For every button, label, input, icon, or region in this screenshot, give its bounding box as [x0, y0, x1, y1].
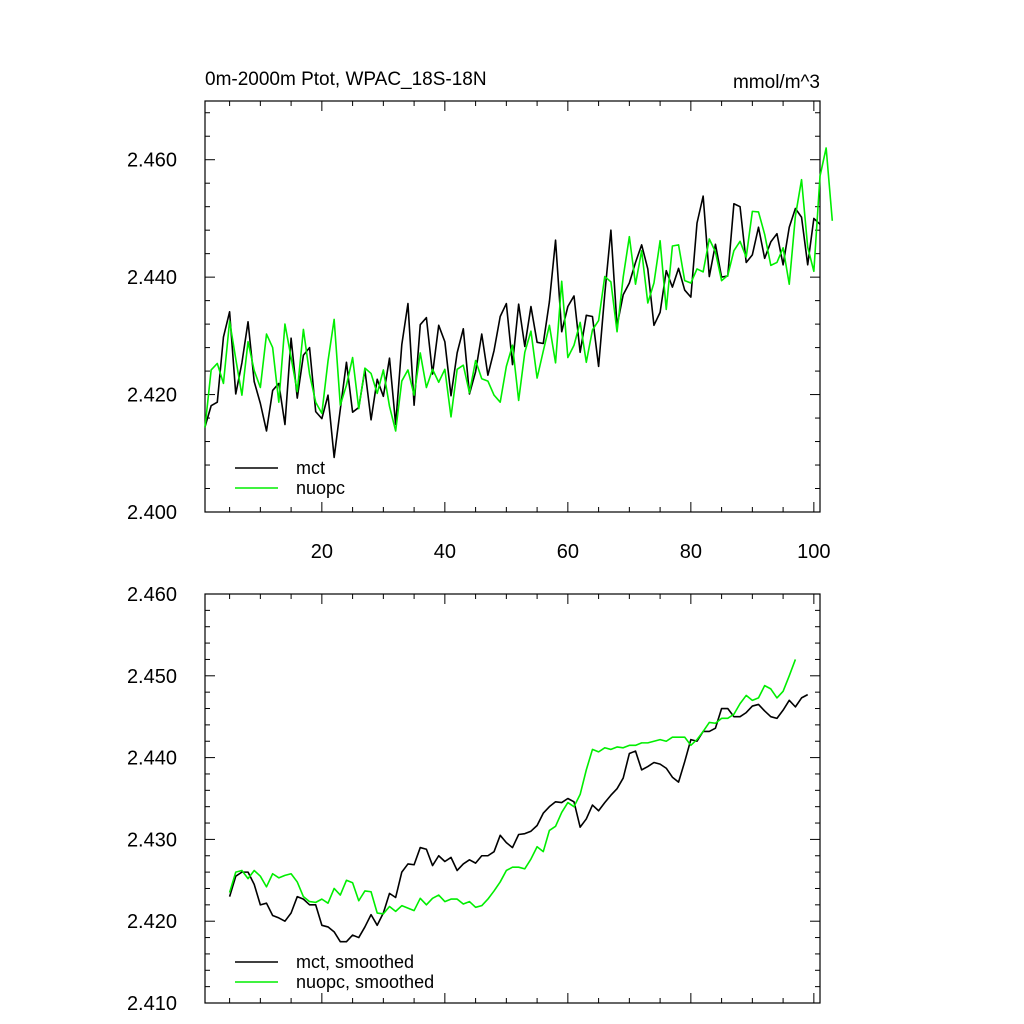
y-tick-label: 2.430	[127, 829, 177, 851]
y-tick-label: 2.400	[127, 502, 177, 524]
series-line-nuopc-smoothed	[228, 659, 797, 915]
legend-label: mct, smoothed	[296, 952, 414, 972]
legend-label: nuopc	[296, 478, 345, 498]
top-panel: 2.400 2.420 2.440 2.460 20 40 60 80 100 0m-2000m …	[127, 69, 834, 563]
y-tick-label: 2.440	[127, 748, 177, 770]
y-tick-label: 2.420	[127, 385, 177, 407]
y-tick-label: 2.450	[127, 666, 177, 688]
bottom-panel: 2.410 2.420 2.430 2.440 2.450 2.460 mct, smoot…	[127, 584, 821, 1015]
plot-frame	[204, 593, 821, 1004]
series-line-mct-smoothed	[228, 693, 809, 943]
y-tick-label: 2.460	[127, 584, 177, 606]
y-tick-label: 2.410	[127, 993, 177, 1015]
x-tick-label: 40	[434, 541, 456, 563]
units-label: mmol/m^3	[733, 72, 820, 93]
x-tick-label: 20	[311, 541, 333, 563]
y-tick-label: 2.420	[127, 911, 177, 933]
x-tick-label: 80	[680, 541, 702, 563]
series-line-nuopc	[204, 147, 834, 432]
y-tick-label: 2.440	[127, 267, 177, 289]
x-tick-label: 60	[557, 541, 579, 563]
legend-label: mct	[296, 458, 325, 478]
legend-label: nuopc, smoothed	[296, 972, 434, 992]
x-tick-label: 100	[797, 541, 830, 563]
plot-frame	[204, 100, 821, 513]
y-tick-label: 2.460	[127, 150, 177, 172]
series-line-mct	[204, 195, 821, 459]
chart-title: 0m-2000m Ptot, WPAC_18S-18N	[205, 69, 487, 90]
